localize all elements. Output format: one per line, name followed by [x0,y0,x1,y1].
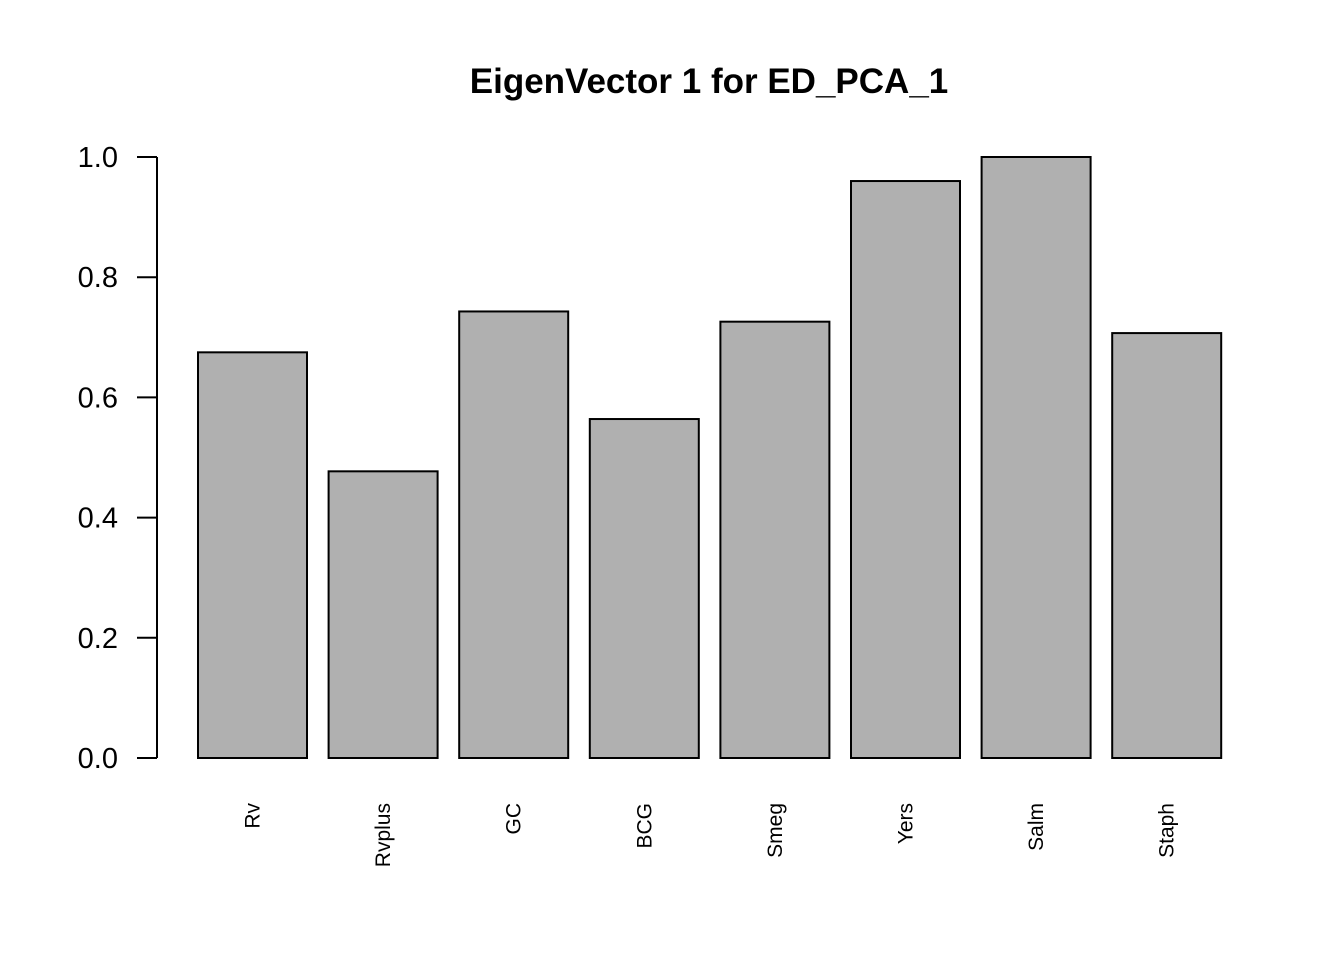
bar-rv [197,351,308,759]
y-tick-label: 0.2 [78,623,118,655]
bar-smeg [719,320,831,759]
bar-staph [1111,332,1223,759]
bars-group [197,156,1223,760]
bar-yers [850,180,961,760]
bar-rvplus [327,470,439,759]
x-tick-label: Rvplus [372,803,395,867]
x-tick-label: Yers [895,803,918,844]
x-tick-label: Rv [242,803,265,829]
x-tick-label: GC [503,803,526,835]
x-tick-label: BCG [633,803,656,849]
y-tick-label: 0.4 [78,503,118,535]
y-tick-label: 0.8 [78,262,118,294]
x-tick-label: Salm [1025,803,1048,851]
x-tick-label: Staph [1156,803,1179,858]
x-tick-label: Smeg [764,803,787,858]
chart-title: EigenVector 1 for ED_PCA_1 [470,62,949,101]
y-tick-label: 1.0 [78,142,118,174]
bar-gc [458,310,570,759]
bar-bcg [588,418,700,759]
y-tick-label: 0.6 [78,382,118,414]
x-tick-labels: Rv Rvplus GC BCG Smeg Yers Salm Staph [242,803,1179,868]
y-tick-label: 0.0 [78,743,118,775]
y-axis: 0.0 0.2 0.4 0.6 0.8 1.0 [78,142,158,775]
bar-salm [980,156,1092,759]
